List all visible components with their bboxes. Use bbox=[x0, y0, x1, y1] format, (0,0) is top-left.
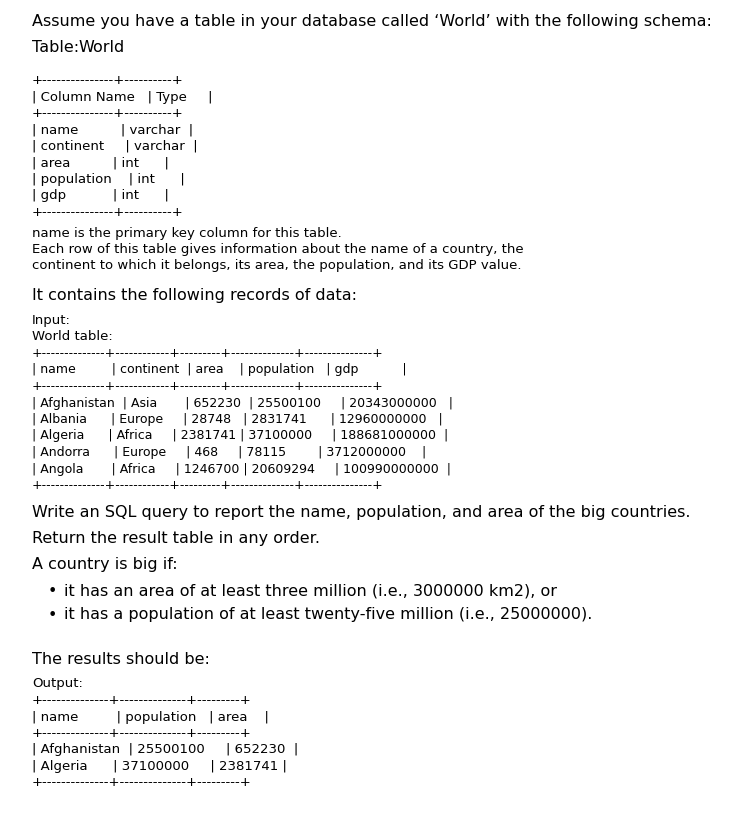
Text: | Albania      | Europe     | 28748   | 2831741      | 12960000000   |: | Albania | Europe | 28748 | 2831741 | 1… bbox=[32, 413, 442, 426]
Text: | Afghanistan  | 25500100     | 652230  |: | Afghanistan | 25500100 | 652230 | bbox=[32, 744, 298, 756]
Text: •: • bbox=[48, 583, 57, 598]
Text: A country is big if:: A country is big if: bbox=[32, 557, 178, 572]
Text: +--------------+------------+---------+--------------+---------------+: +--------------+------------+---------+-… bbox=[32, 479, 383, 492]
Text: | Andorra      | Europe     | 468     | 78115        | 3712000000    |: | Andorra | Europe | 468 | 78115 | 37120… bbox=[32, 446, 426, 459]
Text: +---------------+----------+: +---------------+----------+ bbox=[32, 206, 184, 219]
Text: | continent     | varchar  |: | continent | varchar | bbox=[32, 140, 198, 153]
Text: | Algeria      | Africa     | 2381741 | 37100000     | 188681000000  |: | Algeria | Africa | 2381741 | 37100000 … bbox=[32, 429, 448, 443]
Text: | name         | continent  | area    | population   | gdp           |: | name | continent | area | population |… bbox=[32, 364, 407, 377]
Text: | name          | varchar  |: | name | varchar | bbox=[32, 123, 193, 136]
Text: World: World bbox=[78, 40, 125, 55]
Text: | Afghanistan  | Asia       | 652230  | 25500100     | 20343000000   |: | Afghanistan | Asia | 652230 | 25500100… bbox=[32, 397, 453, 409]
Text: +--------------+--------------+---------+: +--------------+--------------+---------… bbox=[32, 776, 251, 790]
Text: | Angola       | Africa     | 1246700 | 20609294     | 100990000000  |: | Angola | Africa | 1246700 | 20609294 |… bbox=[32, 463, 451, 476]
Text: It contains the following records of data:: It contains the following records of dat… bbox=[32, 288, 357, 303]
Text: •: • bbox=[48, 607, 57, 622]
Text: | Algeria      | 37100000     | 2381741 |: | Algeria | 37100000 | 2381741 | bbox=[32, 760, 287, 773]
Text: +---------------+----------+: +---------------+----------+ bbox=[32, 74, 184, 87]
Text: The results should be:: The results should be: bbox=[32, 651, 210, 666]
Text: Table:: Table: bbox=[32, 40, 84, 55]
Text: +--------------+--------------+---------+: +--------------+--------------+---------… bbox=[32, 694, 251, 707]
Text: Output:: Output: bbox=[32, 677, 83, 691]
Text: name is the primary key column for this table.: name is the primary key column for this … bbox=[32, 226, 342, 240]
Text: Input:: Input: bbox=[32, 314, 71, 327]
Text: +--------------+------------+---------+--------------+---------------+: +--------------+------------+---------+-… bbox=[32, 380, 383, 393]
Text: | Column Name   | Type     |: | Column Name | Type | bbox=[32, 91, 213, 103]
Text: Each row of this table gives information about the name of a country, the: Each row of this table gives information… bbox=[32, 243, 524, 256]
Text: +---------------+----------+: +---------------+----------+ bbox=[32, 107, 184, 120]
Text: it has an area of at least three million (i.e., 3000000 km2), or: it has an area of at least three million… bbox=[64, 583, 557, 598]
Text: | population    | int      |: | population | int | bbox=[32, 173, 185, 186]
Text: continent to which it belongs, its area, the population, and its GDP value.: continent to which it belongs, its area,… bbox=[32, 260, 521, 273]
Text: it has a population of at least twenty-five million (i.e., 25000000).: it has a population of at least twenty-f… bbox=[64, 607, 592, 622]
Text: Return the result table in any order.: Return the result table in any order. bbox=[32, 532, 320, 547]
Text: Assume you have a table in your database called ‘World’ with the following schem: Assume you have a table in your database… bbox=[32, 14, 712, 29]
Text: +--------------+--------------+---------+: +--------------+--------------+---------… bbox=[32, 727, 251, 740]
Text: | gdp           | int      |: | gdp | int | bbox=[32, 190, 169, 202]
Text: | name         | population   | area    |: | name | population | area | bbox=[32, 711, 269, 724]
Text: +--------------+------------+---------+--------------+---------------+: +--------------+------------+---------+-… bbox=[32, 347, 383, 360]
Text: Write an SQL query to report the name, population, and area of the big countries: Write an SQL query to report the name, p… bbox=[32, 506, 691, 521]
Text: | area          | int      |: | area | int | bbox=[32, 156, 169, 170]
Text: World table:: World table: bbox=[32, 330, 113, 344]
